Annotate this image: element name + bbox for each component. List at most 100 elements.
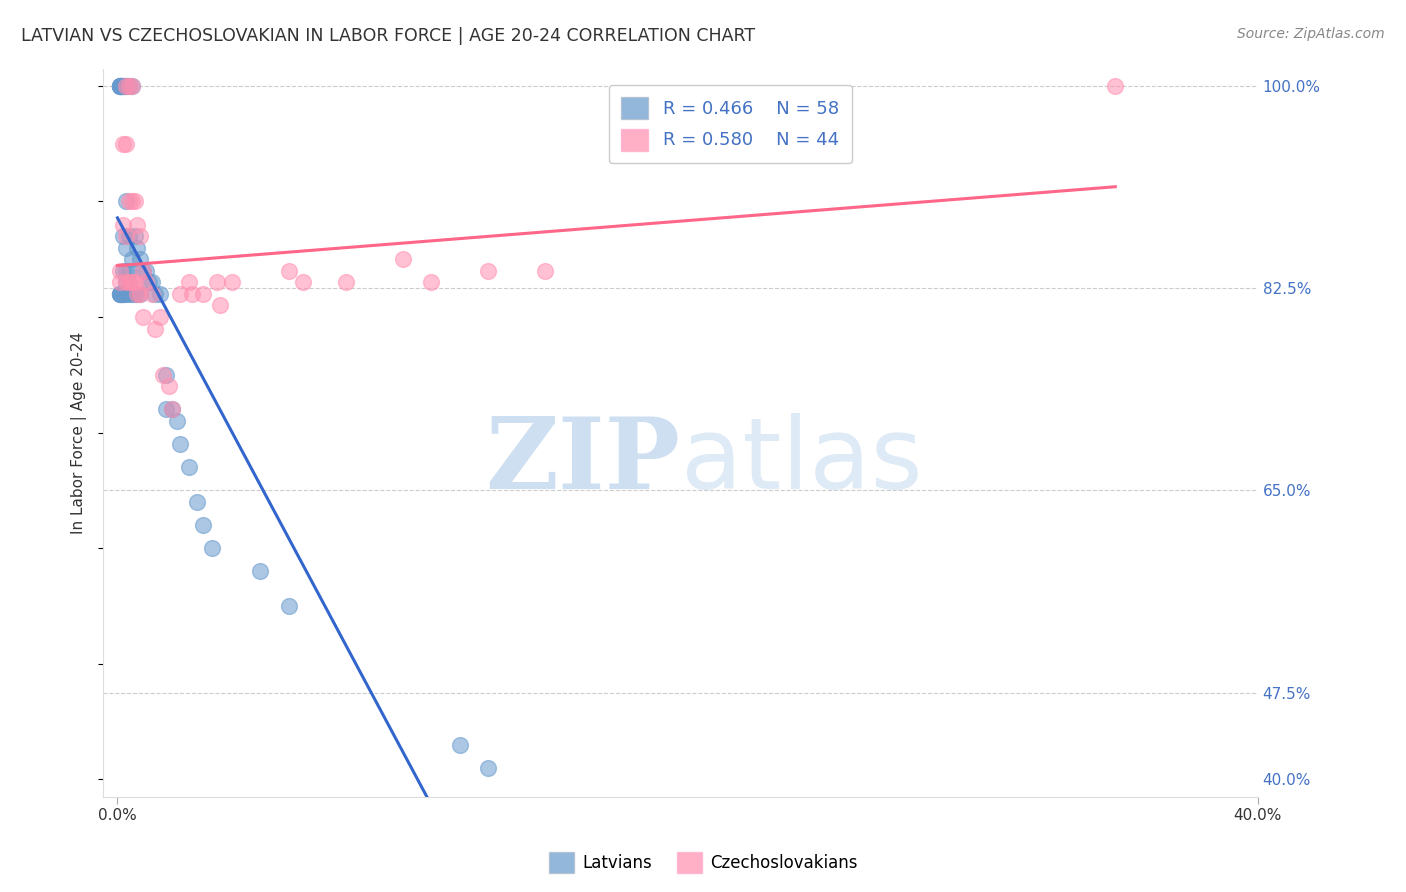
Point — [112, 78, 135, 93]
Point — [180, 286, 202, 301]
Point — [143, 286, 166, 301]
Point — [177, 460, 200, 475]
Point — [132, 264, 155, 278]
Point — [477, 264, 499, 278]
Point — [121, 78, 143, 93]
Legend: Latvians, Czechoslovakians: Latvians, Czechoslovakians — [541, 846, 865, 880]
Point — [110, 286, 132, 301]
Point — [124, 286, 146, 301]
Point — [112, 286, 135, 301]
Point — [169, 437, 191, 451]
Point — [160, 402, 183, 417]
Point — [155, 402, 177, 417]
Point — [155, 368, 177, 382]
Point — [115, 276, 138, 290]
Point — [277, 264, 299, 278]
Point — [112, 286, 135, 301]
Point — [135, 264, 157, 278]
Point — [152, 368, 174, 382]
Point — [166, 414, 188, 428]
Point — [1104, 78, 1126, 93]
Point — [110, 78, 132, 93]
Point — [110, 78, 132, 93]
Point — [110, 264, 132, 278]
Point — [115, 286, 138, 301]
Point — [200, 541, 222, 556]
Point — [118, 194, 141, 209]
Point — [149, 286, 172, 301]
Point — [115, 241, 138, 255]
Text: Source: ZipAtlas.com: Source: ZipAtlas.com — [1237, 27, 1385, 41]
Point — [112, 78, 135, 93]
Point — [209, 298, 232, 312]
Point — [121, 252, 143, 267]
Point — [127, 241, 149, 255]
Point — [129, 229, 152, 244]
Point — [127, 286, 149, 301]
Point — [129, 286, 152, 301]
Point — [118, 264, 141, 278]
Point — [135, 276, 157, 290]
Point — [121, 194, 143, 209]
Point — [249, 564, 271, 578]
Point — [277, 599, 299, 613]
Point — [420, 276, 443, 290]
Point — [112, 286, 135, 301]
Point — [160, 402, 183, 417]
Point — [118, 276, 141, 290]
Point — [221, 276, 243, 290]
Point — [110, 286, 132, 301]
Point — [110, 78, 132, 93]
Point — [121, 276, 143, 290]
Point — [177, 276, 200, 290]
Point — [157, 379, 180, 393]
Point — [115, 78, 138, 93]
Point — [141, 276, 163, 290]
Point — [110, 78, 132, 93]
Point — [115, 78, 138, 93]
Point — [335, 276, 357, 290]
Legend: R = 0.466    N = 58, R = 0.580    N = 44: R = 0.466 N = 58, R = 0.580 N = 44 — [609, 85, 852, 163]
Point — [149, 310, 172, 324]
Point — [115, 78, 138, 93]
Point — [118, 286, 141, 301]
Point — [110, 276, 132, 290]
Point — [138, 276, 160, 290]
Point — [118, 229, 141, 244]
Point — [391, 252, 413, 267]
Point — [115, 264, 138, 278]
Point — [118, 276, 141, 290]
Point — [124, 229, 146, 244]
Point — [112, 229, 135, 244]
Point — [169, 286, 191, 301]
Point — [112, 264, 135, 278]
Point — [110, 286, 132, 301]
Point — [143, 321, 166, 335]
Text: atlas: atlas — [681, 413, 922, 510]
Point — [127, 218, 149, 232]
Point — [477, 761, 499, 775]
Point — [124, 276, 146, 290]
Point — [132, 310, 155, 324]
Text: LATVIAN VS CZECHOSLOVAKIAN IN LABOR FORCE | AGE 20-24 CORRELATION CHART: LATVIAN VS CZECHOSLOVAKIAN IN LABOR FORC… — [21, 27, 755, 45]
Point — [112, 136, 135, 151]
Point — [115, 276, 138, 290]
Point — [129, 252, 152, 267]
Point — [118, 78, 141, 93]
Point — [449, 738, 471, 752]
Point — [110, 78, 132, 93]
Point — [112, 78, 135, 93]
Point — [115, 229, 138, 244]
Point — [132, 264, 155, 278]
Point — [534, 264, 557, 278]
Point — [191, 518, 214, 533]
Y-axis label: In Labor Force | Age 20-24: In Labor Force | Age 20-24 — [72, 332, 87, 533]
Point — [121, 78, 143, 93]
Point — [115, 136, 138, 151]
Point — [191, 286, 214, 301]
Point — [121, 286, 143, 301]
Point — [141, 286, 163, 301]
Point — [110, 286, 132, 301]
Point — [110, 78, 132, 93]
Point — [127, 286, 149, 301]
